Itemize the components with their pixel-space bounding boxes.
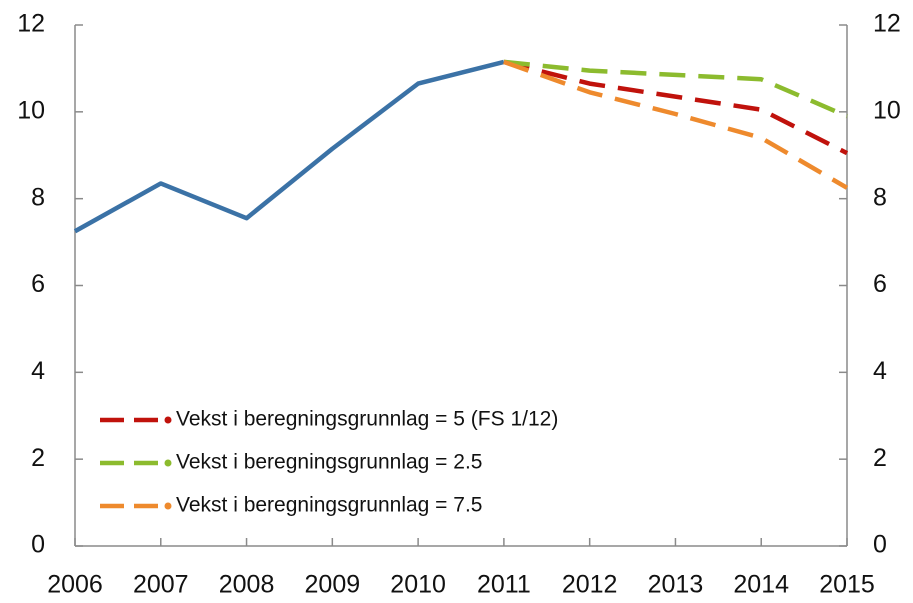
legend-dot — [164, 416, 172, 424]
legend-label: Vekst i beregningsgrunnlag = 2.5 — [176, 451, 482, 474]
y2-tick-label: 10 — [873, 96, 901, 124]
x-tick-label: 2007 — [133, 571, 189, 599]
series-line — [503, 59, 849, 190]
y-tick-label: 6 — [31, 270, 45, 298]
y2-tick-label: 12 — [873, 10, 901, 38]
series-line — [73, 59, 505, 234]
y2-tick-label: 8 — [873, 183, 887, 211]
y-tick-label: 8 — [31, 183, 45, 211]
x-tick-label: 2012 — [562, 571, 618, 599]
y2-tick-label: 6 — [873, 270, 887, 298]
series-line — [503, 59, 848, 119]
y-tick-label: 2 — [31, 444, 45, 472]
y-tick-label: 10 — [17, 96, 45, 124]
x-tick-label: 2015 — [819, 571, 875, 599]
y2-tick-label: 0 — [873, 531, 887, 559]
x-tick-label: 2013 — [648, 571, 704, 599]
x-tick-label: 2009 — [305, 571, 361, 599]
y2-tick-label: 4 — [873, 357, 887, 385]
legend-label: Vekst i beregningsgrunnlag = 7.5 — [176, 494, 482, 517]
y-tick-label: 4 — [31, 357, 45, 385]
series-line — [503, 59, 849, 156]
legend-dot — [164, 459, 172, 467]
x-tick-label: 2014 — [733, 571, 789, 599]
x-tick-label: 2011 — [477, 571, 531, 599]
x-tick-label: 2010 — [390, 571, 446, 599]
x-tick-label: 2006 — [47, 571, 103, 599]
legend-label: Vekst i beregningsgrunnlag = 5 (FS 1/12) — [176, 408, 558, 431]
y2-tick-label: 2 — [873, 444, 887, 472]
y-tick-label: 0 — [31, 531, 45, 559]
y-tick-label: 12 — [17, 10, 45, 38]
x-tick-label: 2008 — [219, 571, 275, 599]
legend-dot — [164, 502, 172, 510]
